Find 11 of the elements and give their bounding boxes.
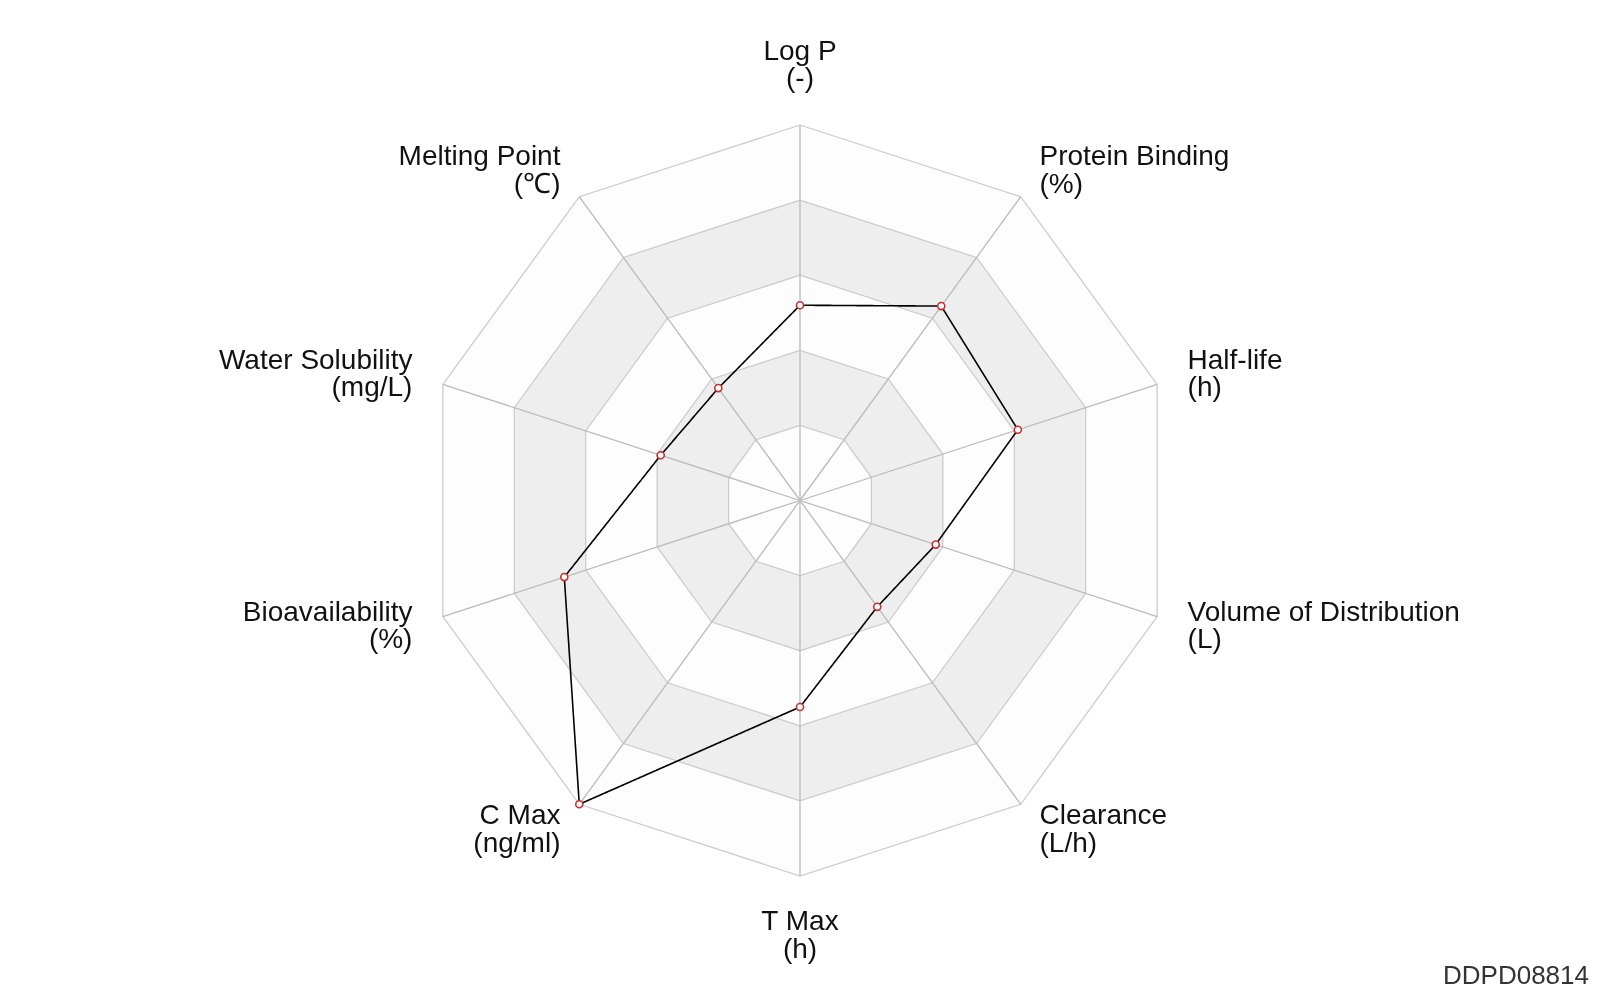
- spoke-label: Water Solubility (mg/L): [218, 343, 413, 403]
- spoke-label: Bioavailability (%): [242, 595, 413, 655]
- spoke-label: Melting Point (℃): [398, 140, 561, 199]
- spoke-label: Protein Binding (%): [1039, 140, 1230, 199]
- spoke-label: Volume of Distribution (L): [1187, 595, 1460, 655]
- spoke-label: T Max (h): [761, 905, 839, 964]
- text: DDPD08814: [1443, 960, 1589, 990]
- spoke-label: C Max (ng/ml): [473, 799, 561, 858]
- spoke-label: Log P (-): [763, 34, 837, 93]
- spoke-label: Half-life (h): [1187, 343, 1283, 403]
- spoke-label: Clearance (L/h): [1039, 799, 1168, 858]
